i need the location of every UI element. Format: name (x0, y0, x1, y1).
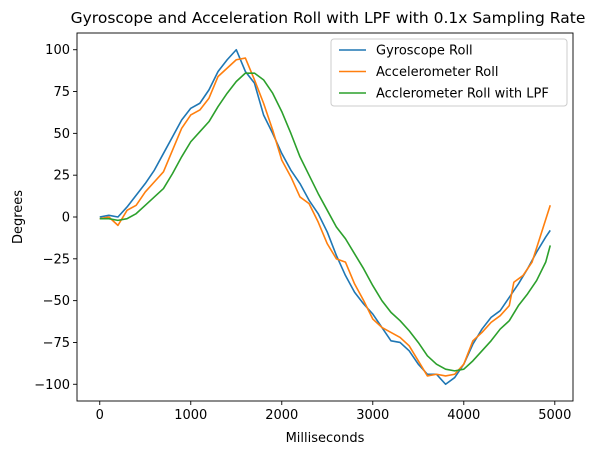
y-tick-label: −25 (43, 252, 70, 267)
y-tick-label: −50 (43, 294, 70, 309)
y-tick-label: 0 (62, 211, 70, 226)
y-axis-label: Degrees (11, 190, 26, 244)
plot-frame (76, 32, 574, 402)
legend: Gyroscope Roll Accelerometer Roll Acclerom… (330, 38, 568, 107)
series-lines (99, 48, 552, 386)
x-tick-label: 1000 (174, 408, 207, 423)
x-tick-label: 4000 (447, 408, 480, 423)
y-tick-label: 75 (53, 85, 70, 100)
series-line-3 (99, 72, 552, 372)
y-axis-ticks: −100 −75 −50 −25 0 25 50 75 100 (34, 43, 77, 393)
legend-label: Accelerometer Roll (376, 65, 498, 80)
y-tick-label: −100 (34, 378, 70, 393)
series-line-2 (99, 57, 552, 377)
y-tick-label: 25 (53, 169, 70, 184)
legend-box (330, 38, 568, 107)
x-axis-ticks: 0 1000 2000 3000 4000 5000 (96, 401, 571, 423)
legend-label: Gyroscope Roll (376, 44, 473, 59)
x-tick-label: 2000 (265, 408, 298, 423)
x-axis-label: Milliseconds (286, 431, 365, 446)
x-tick-label: 0 (96, 408, 104, 423)
y-tick-label: −75 (43, 336, 70, 351)
legend-label: Acclerometer Roll with LPF (376, 87, 549, 102)
x-tick-label: 5000 (538, 408, 571, 423)
y-tick-label: 100 (45, 43, 70, 58)
x-tick-label: 3000 (356, 408, 389, 423)
series-line-1 (99, 48, 551, 386)
y-tick-label: 50 (53, 127, 70, 142)
chart-title: Gyroscope and Acceleration Roll with LPF… (71, 9, 586, 27)
